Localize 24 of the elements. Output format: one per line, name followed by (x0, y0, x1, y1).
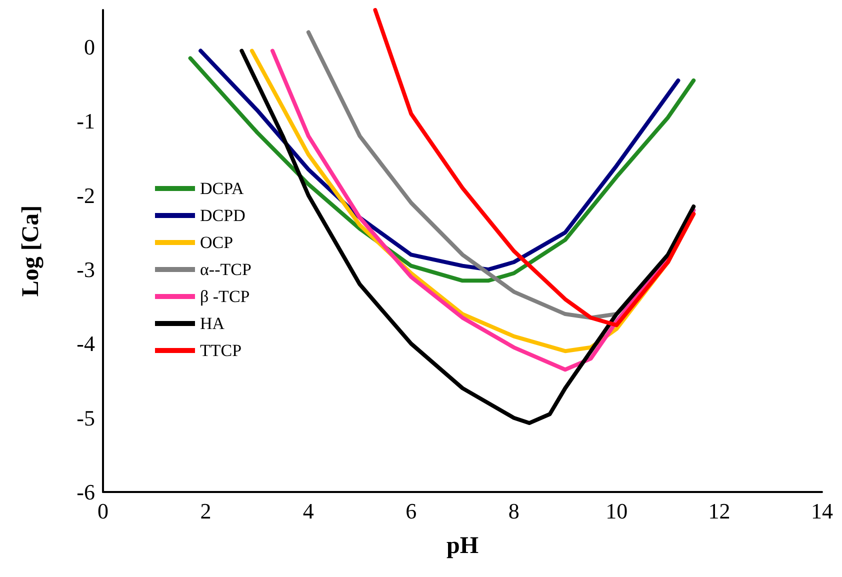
legend-label: β -TCP (200, 287, 250, 306)
legend-label: DCPD (200, 206, 246, 225)
y-tick-label: -1 (76, 108, 95, 134)
x-tick-label: 10 (606, 498, 628, 524)
line-series (373, 8, 696, 328)
legend-label: TTCP (200, 341, 242, 360)
x-axis-title: pH (446, 533, 479, 559)
x-tick-label: 4 (302, 498, 314, 524)
y-tick-label: 0 (84, 34, 95, 60)
legend-label: DCPA (200, 179, 245, 198)
x-tick-label: 6 (406, 498, 417, 524)
y-axis-title: Log [Ca] (18, 205, 44, 297)
y-tick-label: -6 (76, 480, 95, 504)
legend-label: OCP (200, 233, 234, 252)
x-tick-label: 14 (811, 498, 833, 524)
legend-label: HA (200, 314, 226, 333)
legend-label: α--TCP (200, 260, 252, 279)
y-tick-label: -4 (76, 331, 95, 356)
y-tick-label: -2 (76, 182, 95, 208)
y-tick-label: -5 (76, 405, 95, 430)
y-tick-label: -3 (76, 257, 95, 282)
x-tick-label: 12 (708, 498, 730, 524)
x-tick-label: 8 (508, 498, 520, 524)
x-tick-label: 2 (200, 498, 212, 524)
